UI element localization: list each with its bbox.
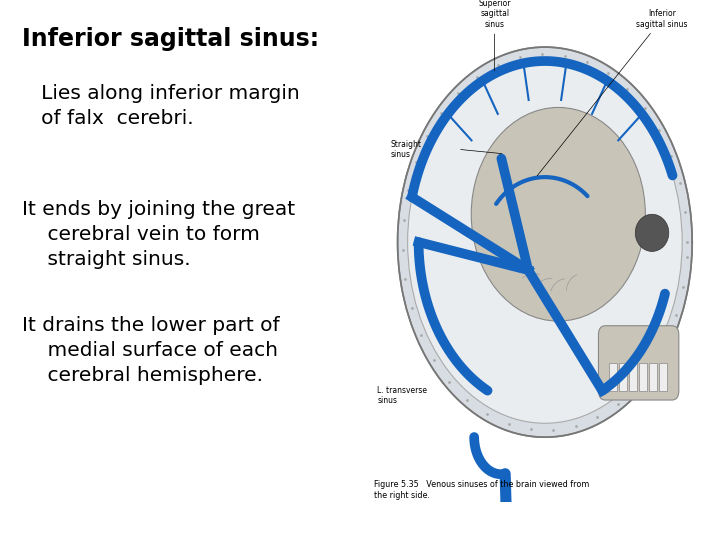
Bar	[639, 363, 647, 391]
Ellipse shape	[408, 61, 682, 423]
Text: Inferior sagittal sinus:: Inferior sagittal sinus:	[22, 27, 319, 51]
Ellipse shape	[397, 47, 692, 437]
Text: L. transverse
sinus: L. transverse sinus	[377, 386, 428, 405]
Bar	[629, 363, 637, 391]
Ellipse shape	[635, 214, 669, 252]
Ellipse shape	[472, 107, 645, 321]
Text: It ends by joining the great
    cerebral vein to form
    straight sinus.: It ends by joining the great cerebral ve…	[22, 200, 294, 269]
Bar	[618, 363, 627, 391]
Text: Superior
sagittal
sinus: Superior sagittal sinus	[478, 0, 511, 71]
Bar	[659, 363, 667, 391]
Text: Figure 5.35   Venous sinuses of the brain viewed from
the right side.: Figure 5.35 Venous sinuses of the brain …	[374, 481, 590, 500]
Text: Straight
sinus: Straight sinus	[391, 139, 422, 159]
Text: It drains the lower part of
    medial surface of each
    cerebral hemisphere.: It drains the lower part of medial surfa…	[22, 316, 279, 385]
FancyBboxPatch shape	[598, 326, 679, 400]
Text: Inferior
sagittal sinus: Inferior sagittal sinus	[537, 9, 688, 176]
Bar	[649, 363, 657, 391]
Text: Lies along inferior margin
   of falx  cerebri.: Lies along inferior margin of falx cereb…	[22, 84, 300, 127]
Bar	[608, 363, 617, 391]
